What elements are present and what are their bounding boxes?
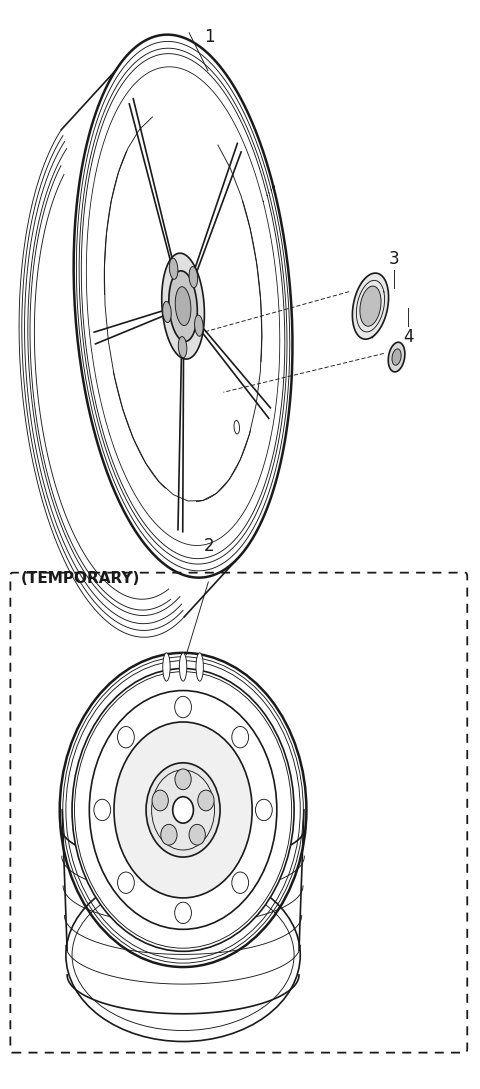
Ellipse shape [146,762,220,857]
Ellipse shape [180,652,187,681]
Text: 1: 1 [204,28,215,46]
Polygon shape [392,348,401,365]
Polygon shape [360,286,381,327]
Ellipse shape [72,669,294,952]
Ellipse shape [118,726,134,748]
Ellipse shape [255,799,272,821]
Ellipse shape [173,797,193,823]
Polygon shape [388,342,405,371]
Polygon shape [189,267,198,287]
Ellipse shape [175,769,191,790]
Ellipse shape [161,824,177,845]
Ellipse shape [152,791,168,811]
Polygon shape [194,315,203,337]
Ellipse shape [232,872,249,893]
Polygon shape [352,273,389,339]
Ellipse shape [94,799,111,821]
Text: 4: 4 [403,328,414,346]
Polygon shape [178,337,187,358]
Text: (TEMPORARY): (TEMPORARY) [21,571,140,586]
Polygon shape [234,420,240,433]
Polygon shape [169,258,178,279]
Ellipse shape [196,652,204,681]
Polygon shape [175,286,191,326]
Polygon shape [169,271,197,342]
Polygon shape [87,68,279,546]
Polygon shape [60,652,306,967]
Polygon shape [163,302,171,322]
Ellipse shape [198,791,214,811]
Ellipse shape [175,696,192,718]
Ellipse shape [114,722,252,898]
Polygon shape [162,254,204,359]
Ellipse shape [163,652,170,681]
Ellipse shape [189,824,205,845]
Text: 3: 3 [389,250,399,268]
Text: 2: 2 [204,537,215,555]
Ellipse shape [175,902,192,923]
Ellipse shape [232,726,249,748]
Ellipse shape [89,690,277,929]
Ellipse shape [118,872,134,893]
